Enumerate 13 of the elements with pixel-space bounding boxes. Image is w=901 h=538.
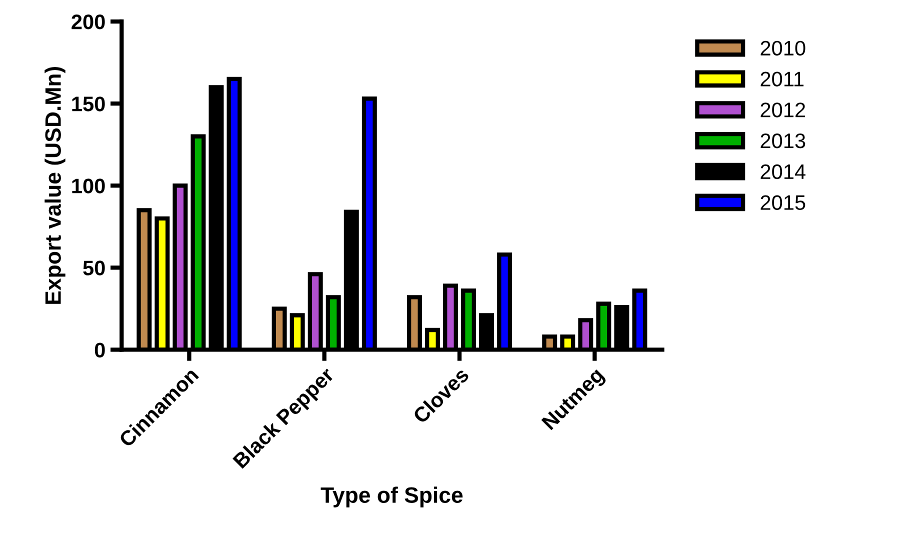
y-axis-title: Export value (USD.Mn) <box>44 66 66 304</box>
y-tick-label: 200 <box>72 14 105 30</box>
y-tick-label: 50 <box>83 260 105 276</box>
y-tick-label: 0 <box>94 342 105 358</box>
y-tick-label: 100 <box>72 178 105 194</box>
legend-label: 2015 <box>760 195 806 210</box>
x-axis-title: Type of Spice <box>320 486 463 508</box>
legend-label: 2010 <box>760 40 806 56</box>
legend-label: 2014 <box>760 164 806 180</box>
legend-label: 2011 <box>760 72 804 86</box>
legend-label: 2013 <box>760 133 806 148</box>
y-tick-label: 150 <box>72 96 105 112</box>
legend-label: 2012 <box>760 102 806 118</box>
